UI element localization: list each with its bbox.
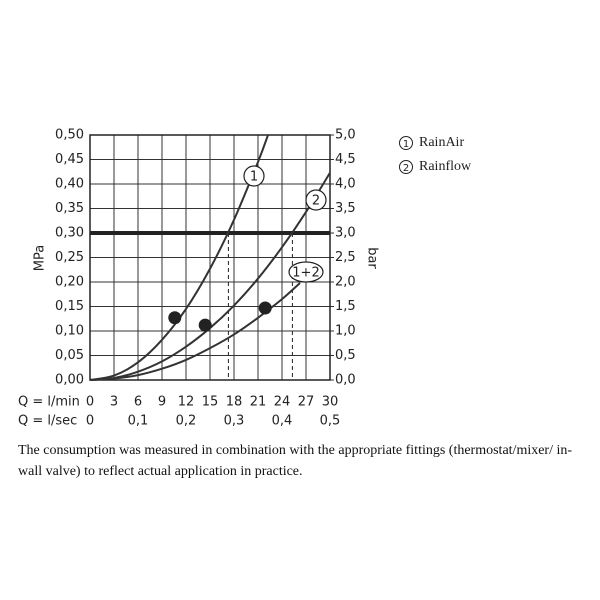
x-tick-label: 6 (134, 395, 142, 410)
curve-callout (243, 165, 265, 187)
curve-label: 2 (312, 194, 320, 209)
curve-label: 1 (250, 170, 258, 185)
x-tick-label: 24 (274, 395, 291, 410)
y-tick-label: 0,25 (55, 250, 84, 265)
x2-tick-label: 0,2 (176, 414, 197, 429)
caption: The consumption was measured in combinat… (18, 443, 573, 479)
y-tick-label: 0,45 (55, 152, 84, 167)
x-tick-label: 15 (202, 395, 219, 410)
y2-tick-label: 1,5 (335, 299, 356, 314)
x-tick-label: 3 (110, 395, 118, 410)
curve-callout (305, 189, 327, 211)
y2-tick-label: 3,5 (335, 201, 356, 216)
legend-marker-label: 2 (403, 163, 409, 174)
y2-tick-label: 5,0 (335, 128, 356, 143)
x-tick-label: 27 (298, 395, 315, 410)
x-tick-label: 9 (158, 395, 166, 410)
legend-marker-label: 1 (403, 139, 409, 150)
y-tick-label: 0,35 (55, 201, 84, 216)
y-tick-label: 0,00 (55, 373, 84, 388)
x-axis-label: Q = l/min (18, 395, 80, 410)
point (198, 318, 212, 332)
y2-tick-label: 4,5 (335, 152, 356, 167)
y-tick-label: 0,50 (55, 128, 84, 143)
x-tick-label: 18 (226, 395, 243, 410)
x2-tick-label: 0,1 (128, 414, 149, 429)
curve-callout (288, 261, 324, 283)
legend-marker (399, 136, 413, 150)
y-tick-label: 0,05 (55, 348, 84, 363)
y-tick-label: 0,10 (55, 324, 84, 339)
y2-tick-label: 2,0 (335, 275, 356, 290)
x2-axis-label: Q = l/sec (18, 414, 77, 429)
x-tick-label: 0 (86, 395, 94, 410)
point (258, 301, 272, 315)
y2-tick-label: 3,0 (335, 226, 356, 241)
legend-label: RainAir (419, 135, 464, 150)
legend-marker (399, 160, 413, 174)
x2-tick-label: 0,3 (224, 414, 245, 429)
curve-label: 1+2 (292, 266, 319, 281)
x-tick-label: 12 (178, 395, 195, 410)
plot-frame (89, 134, 331, 381)
y2-tick-label: 2,5 (335, 250, 356, 265)
y-tick-label: 0,30 (55, 226, 84, 241)
x2-tick-label: 0 (86, 414, 94, 429)
y2-tick-label: 0,5 (335, 348, 356, 363)
chart: MPa bar Q = l/min Q = l/sec 0,000,050,10… (18, 128, 472, 429)
y2-axis-label: bar (365, 247, 380, 269)
legend-label: Rainflow (419, 159, 472, 174)
y-tick-label: 0,20 (55, 275, 84, 290)
point (168, 311, 182, 325)
y2-tick-label: 1,0 (335, 324, 356, 339)
y2-tick-label: 4,0 (335, 177, 356, 192)
x-tick-label: 21 (250, 395, 267, 410)
y-tick-label: 0,40 (55, 177, 84, 192)
x2-tick-label: 0,5 (320, 414, 341, 429)
x2-tick-label: 0,4 (272, 414, 293, 429)
y2-tick-label: 0,0 (335, 373, 356, 388)
y-axis-label: MPa (33, 245, 48, 271)
x-tick-label: 30 (322, 395, 339, 410)
y-tick-label: 0,15 (55, 299, 84, 314)
